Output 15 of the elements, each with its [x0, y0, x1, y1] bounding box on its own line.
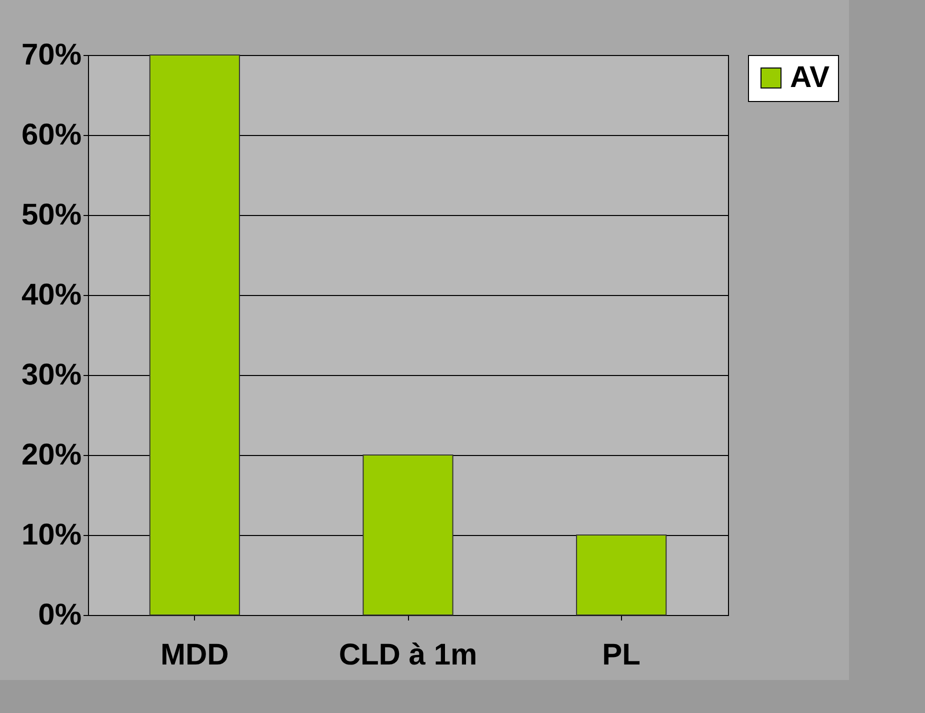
bar	[576, 534, 667, 616]
bar	[149, 54, 240, 616]
y-tick-label: 0%	[38, 598, 82, 632]
y-tick-label: 30%	[21, 358, 82, 392]
x-tick-label: PL	[602, 638, 641, 672]
y-tick-label: 20%	[21, 438, 82, 472]
bar	[362, 454, 454, 616]
x-tick-label: CLD à 1m	[338, 638, 478, 672]
y-tick-label: 50%	[21, 198, 82, 232]
y-tick-label: 70%	[21, 38, 82, 72]
x-tick-label: MDD	[160, 638, 229, 672]
y-tick-label: 10%	[21, 518, 82, 552]
y-tick-label: 60%	[21, 118, 82, 152]
legend-label: AV	[790, 61, 830, 94]
y-tick-label: 40%	[21, 278, 82, 312]
